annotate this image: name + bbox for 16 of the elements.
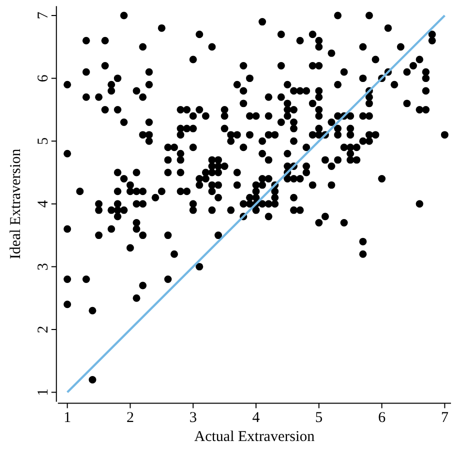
x-tick-label: 7	[440, 410, 449, 426]
x-tick-label: 4	[252, 410, 260, 426]
y-tick-label: 1	[35, 388, 52, 396]
y-tick-label: 6	[35, 74, 52, 82]
x-tick-label: 3	[189, 410, 197, 426]
y-tick-label: 4	[35, 200, 52, 208]
y-tick-label: 5	[35, 137, 52, 145]
x-tick-label: 1	[64, 410, 72, 426]
x-tick-label: 5	[315, 410, 323, 426]
y-tick-label: 7	[35, 11, 52, 20]
y-tick-label: 2	[35, 326, 52, 334]
x-axis-title: Actual Extraversion	[194, 429, 316, 445]
y-axis-title: Ideal Extraversion	[8, 148, 24, 260]
y-tick-label: 3	[35, 262, 52, 270]
x-tick-label: 6	[378, 410, 386, 426]
x-tick-label: 2	[126, 410, 134, 426]
